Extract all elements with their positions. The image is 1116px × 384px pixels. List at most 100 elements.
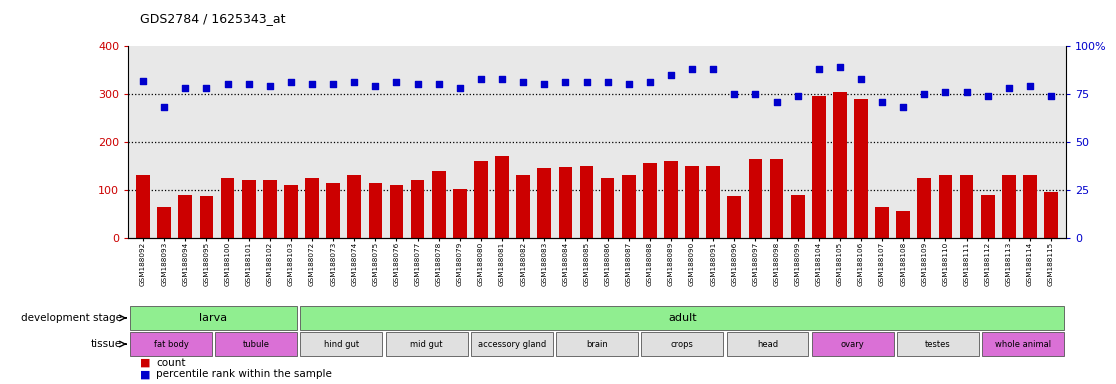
- Bar: [305, 178, 319, 238]
- Text: percentile rank within the sample: percentile rank within the sample: [156, 369, 333, 379]
- Point: [557, 79, 575, 86]
- Bar: [556, 332, 638, 356]
- Bar: [770, 159, 783, 238]
- Bar: [896, 211, 910, 238]
- Bar: [517, 175, 530, 238]
- Point: [662, 72, 680, 78]
- Bar: [347, 175, 362, 238]
- Point: [747, 91, 764, 97]
- Bar: [1023, 175, 1037, 238]
- Bar: [728, 195, 741, 238]
- Point: [598, 79, 616, 86]
- Point: [873, 99, 891, 105]
- Bar: [664, 161, 677, 238]
- Bar: [1045, 192, 1058, 238]
- Point: [240, 81, 258, 88]
- Point: [894, 104, 912, 111]
- Bar: [791, 195, 805, 238]
- Point: [1000, 85, 1018, 91]
- Point: [789, 93, 807, 99]
- Bar: [706, 166, 720, 238]
- Bar: [642, 332, 723, 356]
- Bar: [960, 175, 973, 238]
- Point: [1021, 83, 1039, 89]
- Bar: [811, 96, 826, 238]
- Bar: [496, 156, 509, 238]
- Point: [176, 85, 194, 91]
- Bar: [300, 332, 383, 356]
- Bar: [432, 170, 445, 238]
- Point: [155, 104, 173, 111]
- Bar: [749, 159, 762, 238]
- Point: [936, 89, 954, 95]
- Point: [430, 81, 448, 88]
- Point: [831, 64, 849, 70]
- Point: [641, 79, 658, 86]
- Bar: [200, 195, 213, 238]
- Text: head: head: [757, 339, 778, 349]
- Bar: [474, 161, 488, 238]
- Bar: [136, 175, 150, 238]
- Bar: [285, 185, 298, 238]
- Bar: [453, 189, 466, 238]
- Bar: [411, 180, 424, 238]
- Point: [345, 79, 363, 86]
- Bar: [300, 306, 1064, 330]
- Point: [958, 89, 975, 95]
- Point: [1042, 93, 1060, 99]
- Point: [704, 66, 722, 72]
- Text: larva: larva: [200, 313, 228, 323]
- Bar: [263, 180, 277, 238]
- Bar: [242, 180, 256, 238]
- Point: [852, 76, 869, 82]
- Text: GDS2784 / 1625343_at: GDS2784 / 1625343_at: [140, 12, 285, 25]
- Bar: [811, 332, 894, 356]
- Text: accessory gland: accessory gland: [478, 339, 546, 349]
- Point: [768, 99, 786, 105]
- Text: testes: testes: [925, 339, 951, 349]
- Bar: [833, 92, 847, 238]
- Bar: [558, 167, 573, 238]
- Text: mid gut: mid gut: [411, 339, 443, 349]
- Bar: [131, 306, 297, 330]
- Point: [304, 81, 321, 88]
- Point: [408, 81, 426, 88]
- Bar: [897, 332, 979, 356]
- Point: [472, 76, 490, 82]
- Point: [915, 91, 933, 97]
- Point: [366, 83, 384, 89]
- Point: [810, 66, 828, 72]
- Bar: [157, 207, 171, 238]
- Text: count: count: [156, 358, 185, 368]
- Point: [578, 79, 596, 86]
- Bar: [685, 166, 699, 238]
- Bar: [471, 332, 552, 356]
- Point: [261, 83, 279, 89]
- Point: [493, 76, 511, 82]
- Text: adult: adult: [668, 313, 696, 323]
- Text: hind gut: hind gut: [324, 339, 359, 349]
- Bar: [326, 183, 340, 238]
- Point: [979, 93, 997, 99]
- Bar: [1002, 175, 1016, 238]
- Text: brain: brain: [586, 339, 608, 349]
- Bar: [939, 175, 952, 238]
- Point: [536, 81, 554, 88]
- Point: [683, 66, 701, 72]
- Point: [282, 79, 300, 86]
- Text: development stage: development stage: [21, 313, 122, 323]
- Text: crops: crops: [671, 339, 694, 349]
- Bar: [622, 175, 636, 238]
- Bar: [875, 207, 889, 238]
- Text: ■: ■: [140, 369, 150, 379]
- Bar: [389, 185, 403, 238]
- Bar: [386, 332, 468, 356]
- Point: [219, 81, 237, 88]
- Bar: [538, 168, 551, 238]
- Bar: [179, 195, 192, 238]
- Point: [451, 85, 469, 91]
- Bar: [854, 99, 868, 238]
- Bar: [981, 195, 994, 238]
- Text: whole animal: whole animal: [995, 339, 1051, 349]
- Bar: [982, 332, 1064, 356]
